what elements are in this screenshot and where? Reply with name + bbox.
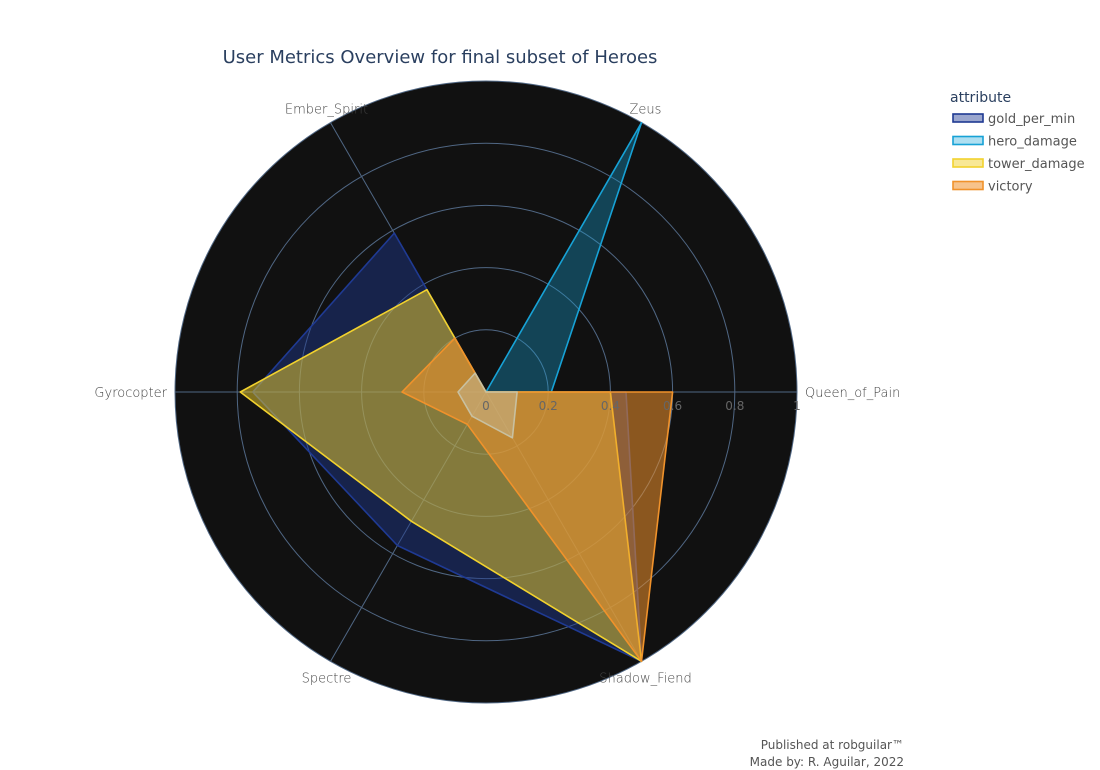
category-label-queen_of_pain: Queen_of_Pain [805,386,900,401]
credit-published: Published at robguilar™ [760,738,904,752]
polar-area: 0 0.2 0.4 0.6 0.8 1 Queen_of_Pain Zeus Ember_Spi… [94,80,900,704]
legend: attribute gold_per_min hero_damage tower_d… [950,90,1085,195]
legend-item-gold_per_min[interactable]: gold_per_min [952,112,1075,127]
legend-title: attribute [950,90,1011,106]
radial-tick-label: 0.4 [601,399,620,413]
category-label-ember_spirit: Ember_Spirit [285,103,368,118]
credit-made-by: Made by: R. Aguilar, 2022 [749,755,904,769]
legend-item-victory[interactable]: victory [952,180,1033,195]
series-area-baseline [457,372,518,439]
legend-swatch [952,113,984,123]
category-label-spectre: Spectre [302,671,352,686]
radial-tick-label: 1 [793,399,801,413]
radial-tick-label: 0 [482,399,490,413]
legend-swatch [952,158,984,168]
radial-tick-label: 0.6 [663,399,682,413]
chart-title: User Metrics Overview for final subset o… [223,47,658,68]
legend-label: gold_per_min [988,112,1075,127]
radial-tick-label: 0.2 [539,399,558,413]
category-label-shadow_fiend: Shadow_Fiend [599,671,691,686]
legend-swatch [952,180,984,191]
radial-tick-label: 0.8 [725,399,744,413]
legend-item-tower_damage[interactable]: tower_damage [952,157,1085,172]
legend-label: tower_damage [988,157,1085,172]
category-label-zeus: Zeus [630,103,662,118]
legend-item-hero_damage[interactable]: hero_damage [952,135,1077,150]
category-label-gyrocopter: Gyrocopter [94,386,167,401]
legend-label: hero_damage [988,135,1077,150]
legend-swatch [952,135,984,146]
legend-label: victory [988,180,1033,195]
